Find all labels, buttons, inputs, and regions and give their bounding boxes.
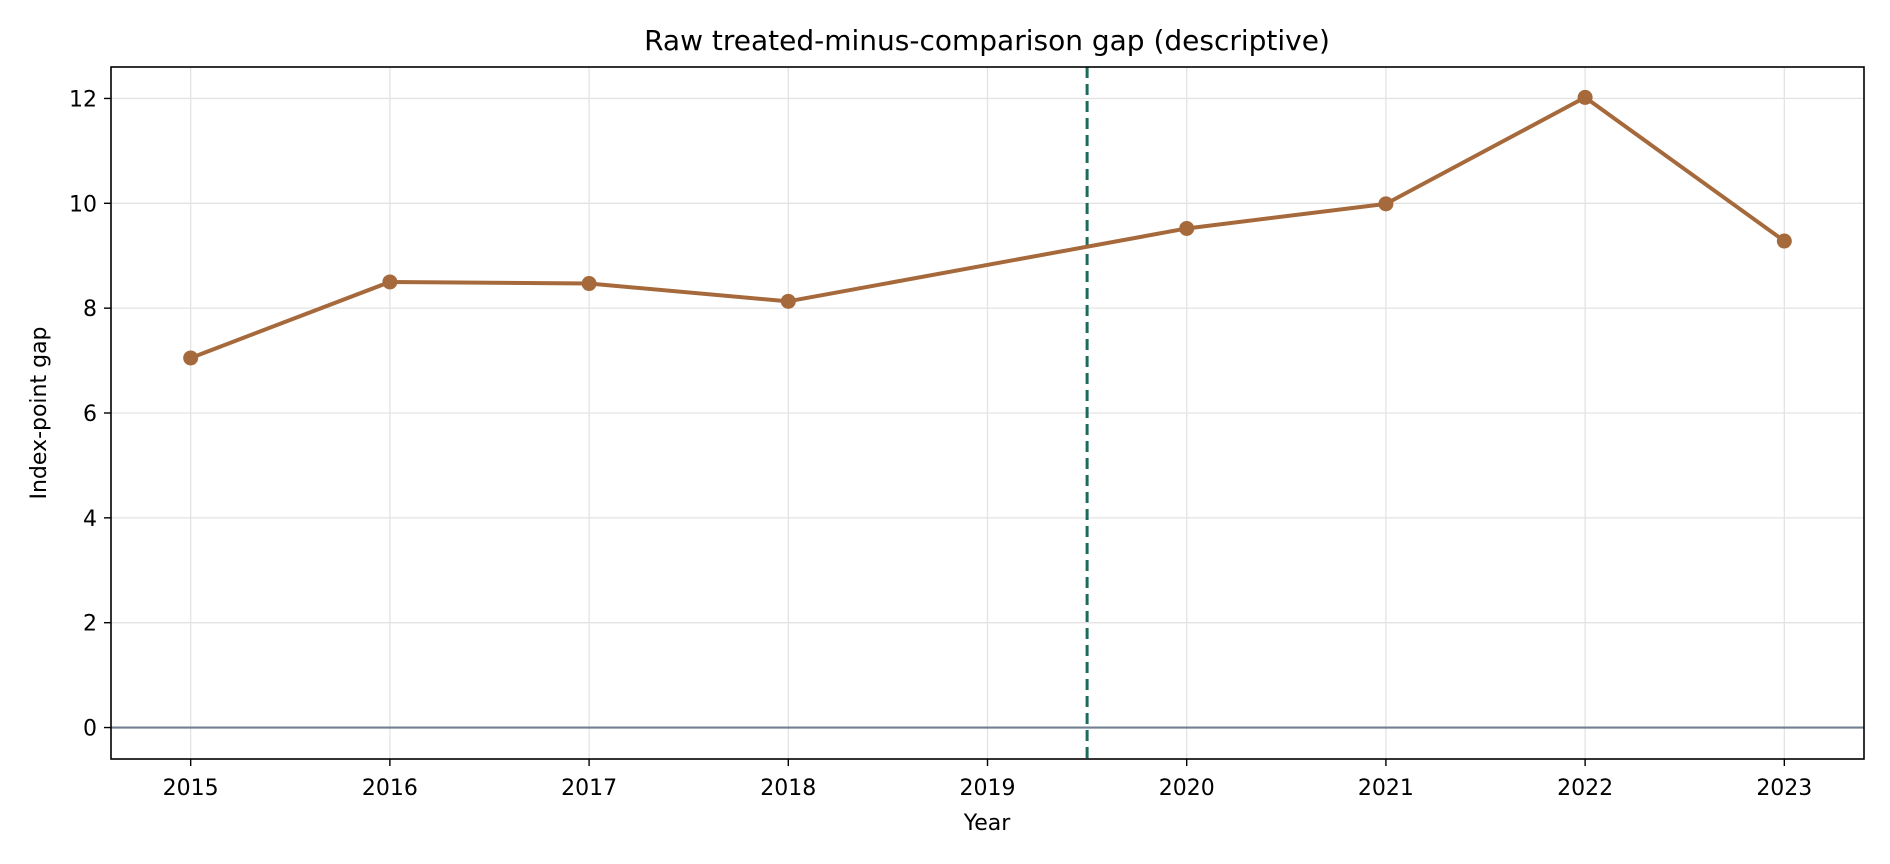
x-tick-label: 2022 (1557, 776, 1613, 801)
series-line (188, 95, 1787, 360)
x-tick-label: 2021 (1358, 776, 1414, 801)
x-tick-label: 2015 (163, 776, 219, 801)
y-tick-label: 8 (83, 297, 97, 322)
y-tick-label: 0 (83, 717, 97, 742)
y-tick-label: 12 (69, 87, 97, 112)
data-point (183, 350, 199, 366)
series-layer (183, 89, 1792, 366)
reference-lines (111, 67, 1864, 759)
chart-title: Raw treated-minus-comparison gap (descri… (644, 24, 1330, 57)
x-tick-label: 2016 (362, 776, 418, 801)
data-point (1776, 233, 1792, 249)
y-tick-label: 6 (83, 402, 97, 427)
y-axis-label: Index-point gap (27, 326, 52, 499)
x-tick-label: 2018 (760, 776, 816, 801)
data-point (780, 293, 796, 309)
data-point (1378, 196, 1394, 212)
x-axis-label: Year (963, 811, 1012, 836)
y-tick-label: 10 (69, 192, 97, 217)
data-point (581, 276, 597, 292)
x-tick-label: 2017 (561, 776, 617, 801)
data-point (1179, 220, 1195, 236)
x-tick-label: 2023 (1756, 776, 1812, 801)
x-tick-label: 2019 (960, 776, 1016, 801)
x-tick-label: 2020 (1159, 776, 1215, 801)
y-tick-label: 4 (83, 507, 97, 532)
x-axis: 2015 2016 2017 2018 2019 2020 2021 2022 2023 (163, 759, 1812, 801)
y-axis: 0 2 4 6 8 10 12 (69, 87, 111, 742)
y-tick-label: 2 (83, 612, 97, 637)
data-point (1577, 89, 1593, 105)
data-point (382, 274, 398, 290)
